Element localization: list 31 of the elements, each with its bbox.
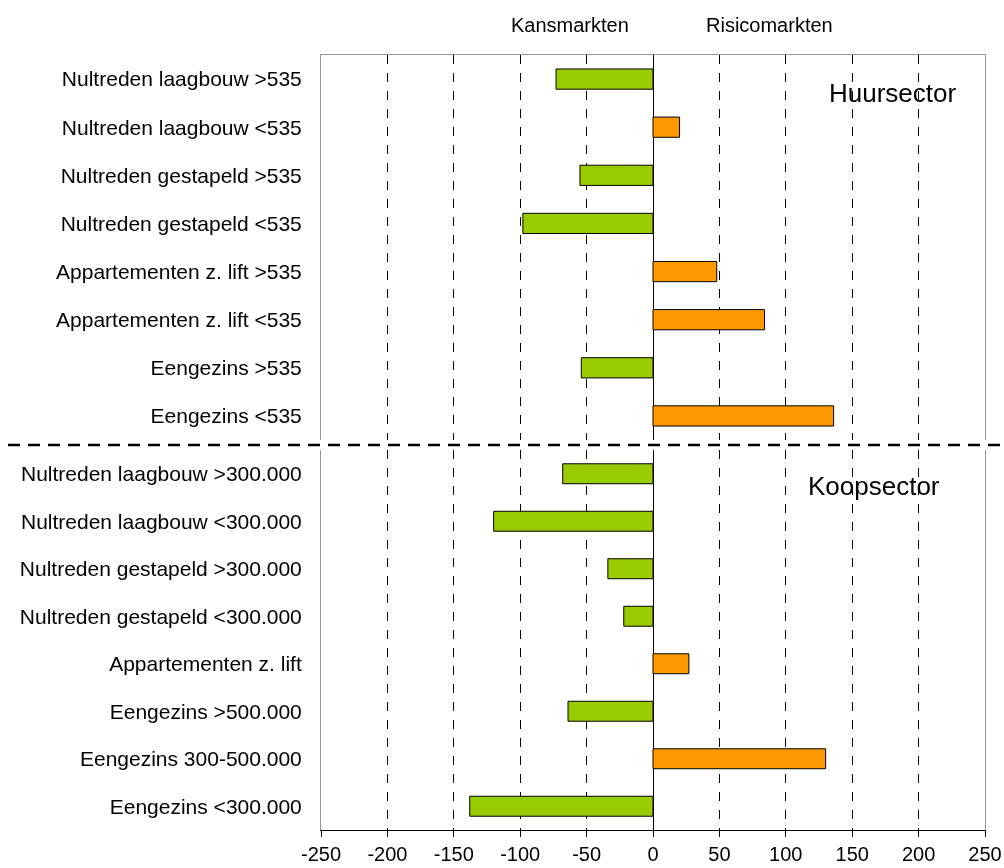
- y-tick-label: Nultreden gestapeld >535: [60, 163, 302, 187]
- y-tick-label: Appartementen z. lift <535: [56, 308, 302, 332]
- x-tick-label: 150: [835, 843, 869, 865]
- y-tick-label: Eengezins >535: [150, 356, 302, 380]
- y-tick-label: Nultreden laagbouw >535: [61, 67, 302, 91]
- x-tick-label: -150: [433, 843, 474, 865]
- text: Risicomarkten: [706, 14, 833, 36]
- x-tick-label: 200: [901, 843, 936, 865]
- x-tick-label: 0: [647, 843, 659, 865]
- y-tick-label: Nultreden gestapeld >300.000: [19, 557, 302, 581]
- y-tick-label: Eengezins <535: [150, 404, 302, 428]
- y-tick-label: Eengezins >500.000: [109, 699, 302, 723]
- y-tick-label: Eengezins <300.000: [109, 794, 302, 818]
- x-tick-label: 100: [769, 843, 803, 865]
- x-tick-label: -250: [300, 843, 342, 865]
- x-tick-label: -50: [572, 843, 602, 865]
- x-tick-label: 250: [968, 843, 1002, 865]
- y-tick-label: Nultreden laagbouw >300.000: [20, 462, 302, 486]
- text: Kansmarkten: [511, 14, 629, 36]
- x-tick-label: -200: [367, 843, 408, 865]
- y-tick-label: Appartementen z. lift >535: [56, 259, 302, 283]
- annotation: Huursector: [829, 78, 957, 108]
- x-tick-label: -100: [500, 843, 541, 865]
- y-tick-label: Eengezins 300-500.000: [79, 747, 302, 771]
- x-tick-label: 50: [708, 843, 731, 865]
- y-tick-label: Nultreden laagbouw <300.000: [20, 509, 302, 533]
- y-tick-label: Nultreden gestapeld <535: [60, 211, 302, 235]
- y-tick-label: Nultreden gestapeld <300.000: [19, 604, 302, 628]
- annotation: Koopsector: [808, 471, 940, 501]
- y-tick-label: Appartementen z. lift: [109, 652, 302, 676]
- y-tick-label: Nultreden laagbouw <535: [61, 115, 302, 139]
